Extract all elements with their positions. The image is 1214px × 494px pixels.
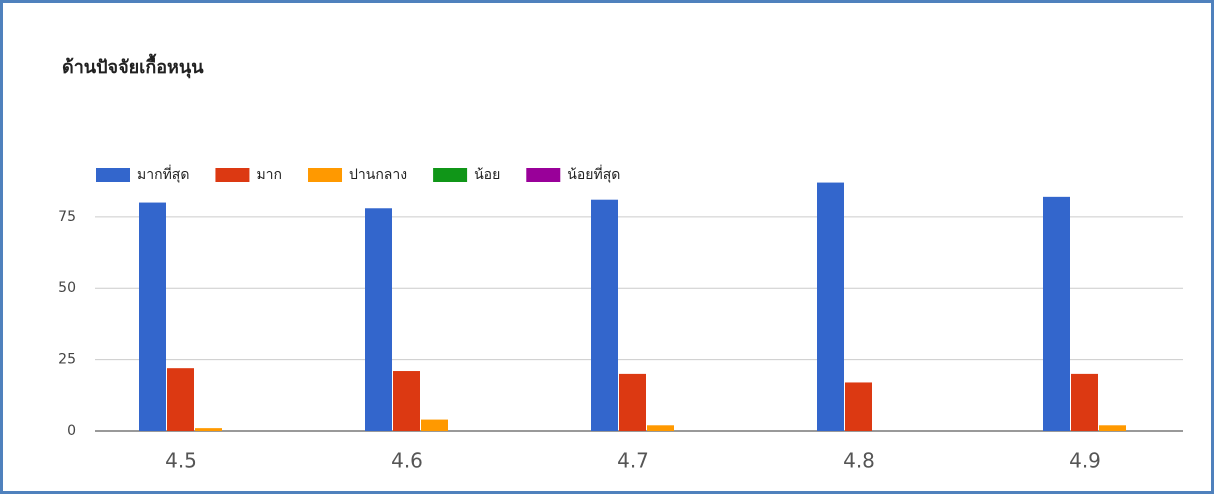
legend-label: น้อย xyxy=(474,167,500,183)
legend-label: ปานกลาง xyxy=(349,167,407,183)
y-tick-label: 75 xyxy=(58,209,76,225)
x-tick-label: 4.6 xyxy=(391,449,423,473)
bar xyxy=(817,182,844,431)
legend-label: มาก xyxy=(256,167,282,183)
bar xyxy=(619,373,646,431)
bar xyxy=(1099,425,1126,431)
x-tick-label: 4.7 xyxy=(617,449,649,473)
bar xyxy=(421,419,448,431)
legend-swatch xyxy=(308,168,343,182)
y-tick-label: 0 xyxy=(67,423,76,439)
legend-label: มากที่สุด xyxy=(137,165,189,183)
chart-title: ด้านปัจจัยเกื้อหนุน xyxy=(62,53,204,79)
y-tick-label: 25 xyxy=(58,352,76,368)
legend-swatch xyxy=(215,168,250,182)
bar xyxy=(365,208,392,431)
y-tick-label: 50 xyxy=(58,280,76,296)
x-tick-label: 4.5 xyxy=(165,449,197,473)
bar xyxy=(1071,373,1098,431)
bar xyxy=(195,428,222,431)
bar xyxy=(647,425,674,431)
bar xyxy=(845,382,872,431)
legend-swatch xyxy=(433,168,468,182)
legend-label: น้อยที่สุด xyxy=(567,165,620,183)
bar xyxy=(167,368,194,431)
bar xyxy=(591,199,618,431)
legend-swatch xyxy=(526,168,561,182)
x-tick-label: 4.9 xyxy=(1069,449,1101,473)
x-tick-label: 4.8 xyxy=(843,449,875,473)
bar xyxy=(393,371,420,431)
bar xyxy=(1043,196,1070,431)
bar xyxy=(139,202,166,431)
legend-swatch xyxy=(96,168,130,182)
